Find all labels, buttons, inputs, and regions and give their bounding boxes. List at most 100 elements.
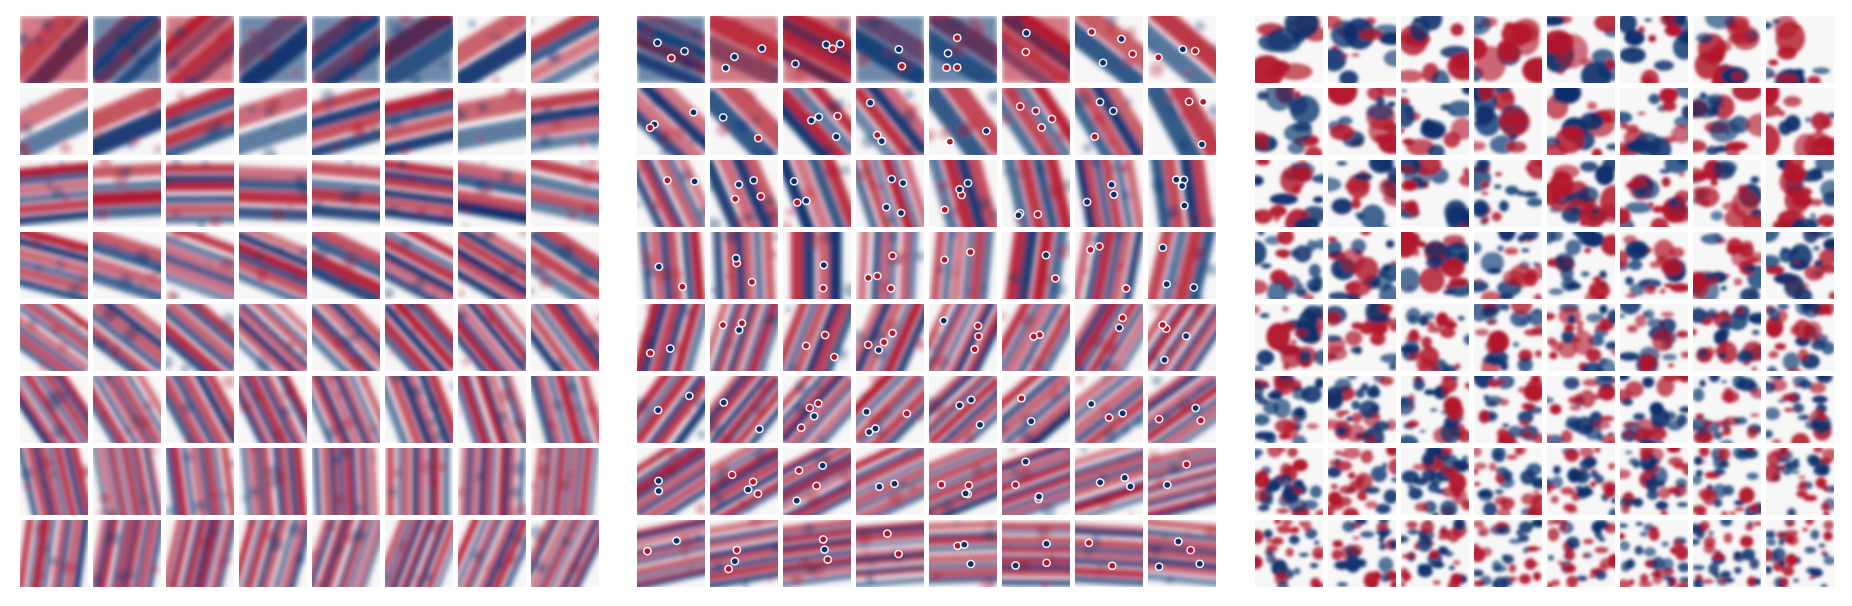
filter-tile	[312, 88, 380, 155]
filter-image	[1328, 88, 1396, 155]
filter-tile	[1255, 376, 1323, 443]
filter-tile	[1255, 160, 1323, 227]
filter-image	[166, 88, 234, 155]
filter-tile	[93, 304, 161, 371]
filter-image	[1002, 160, 1070, 227]
filter-tile	[1075, 520, 1143, 587]
filter-tile	[385, 88, 453, 155]
filter-image	[1620, 232, 1688, 299]
filter-tile	[1547, 16, 1615, 83]
filter-tile	[93, 88, 161, 155]
filter-tile	[929, 88, 997, 155]
filter-image	[312, 160, 380, 227]
filter-image	[93, 520, 161, 587]
filter-image	[710, 520, 778, 587]
filter-tile	[239, 448, 307, 515]
filter-tile	[166, 232, 234, 299]
filter-image	[1620, 16, 1688, 83]
filter-image	[93, 376, 161, 443]
filter-tile	[1148, 160, 1216, 227]
filter-image	[1328, 520, 1396, 587]
filter-image	[1075, 304, 1143, 371]
filter-image	[312, 448, 380, 515]
filter-image	[637, 160, 705, 227]
filter-tile	[710, 376, 778, 443]
filter-image	[458, 304, 526, 371]
filter-image	[1328, 160, 1396, 227]
filter-tile	[1002, 88, 1070, 155]
filter-tile	[1002, 448, 1070, 515]
filter-tile	[312, 232, 380, 299]
filter-image	[166, 304, 234, 371]
filter-image	[1693, 160, 1761, 227]
filter-tile	[1547, 232, 1615, 299]
filter-tile	[1328, 520, 1396, 587]
filter-tile	[312, 448, 380, 515]
filter-image	[458, 160, 526, 227]
filter-image	[312, 376, 380, 443]
filter-image	[1401, 376, 1469, 443]
filter-image	[1255, 520, 1323, 587]
filter-tile	[1474, 232, 1542, 299]
filter-image	[1255, 88, 1323, 155]
filter-image	[710, 376, 778, 443]
filter-tile	[1401, 88, 1469, 155]
filter-tile	[1075, 376, 1143, 443]
filter-image	[1075, 232, 1143, 299]
filter-image	[458, 88, 526, 155]
filter-tile	[1255, 232, 1323, 299]
filter-tile	[637, 232, 705, 299]
filter-image	[1148, 88, 1216, 155]
filter-tile	[1328, 448, 1396, 515]
filter-image	[710, 448, 778, 515]
filter-image	[1075, 160, 1143, 227]
filter-image	[1002, 448, 1070, 515]
filter-image	[239, 160, 307, 227]
filter-tile	[856, 16, 924, 83]
filter-image	[385, 304, 453, 371]
filter-image	[1547, 160, 1615, 227]
filter-image	[1547, 520, 1615, 587]
filter-tile	[1474, 376, 1542, 443]
filter-image	[1474, 448, 1542, 515]
filter-image	[1148, 160, 1216, 227]
filter-image	[637, 88, 705, 155]
filter-image	[929, 160, 997, 227]
filter-image	[856, 520, 924, 587]
filter-image	[929, 376, 997, 443]
filter-image	[783, 520, 851, 587]
filter-image	[531, 520, 599, 587]
filter-image	[856, 16, 924, 83]
filter-image	[929, 232, 997, 299]
filter-tile	[856, 160, 924, 227]
filter-tile	[531, 16, 599, 83]
filter-image	[239, 376, 307, 443]
filter-image	[20, 16, 88, 83]
filter-image	[1547, 232, 1615, 299]
filter-image	[1328, 304, 1396, 371]
filter-grid	[637, 16, 1221, 587]
filter-tile	[637, 304, 705, 371]
filter-tile	[929, 376, 997, 443]
filter-image	[458, 448, 526, 515]
filter-image	[783, 88, 851, 155]
filter-tile	[783, 448, 851, 515]
filter-tile	[531, 88, 599, 155]
filter-tile	[385, 448, 453, 515]
filter-image	[93, 304, 161, 371]
filter-tile	[1401, 232, 1469, 299]
filter-image	[385, 448, 453, 515]
filter-tile	[1474, 448, 1542, 515]
filter-tile	[93, 160, 161, 227]
filter-tile	[1693, 448, 1761, 515]
filter-image	[710, 160, 778, 227]
filter-image	[1547, 304, 1615, 371]
filter-tile	[1766, 232, 1834, 299]
filter-image	[1401, 16, 1469, 83]
filter-image	[1620, 88, 1688, 155]
filter-tile	[1547, 304, 1615, 371]
filter-image	[93, 160, 161, 227]
filter-tile	[1255, 88, 1323, 155]
filter-tile	[239, 232, 307, 299]
filter-tile	[1328, 16, 1396, 83]
